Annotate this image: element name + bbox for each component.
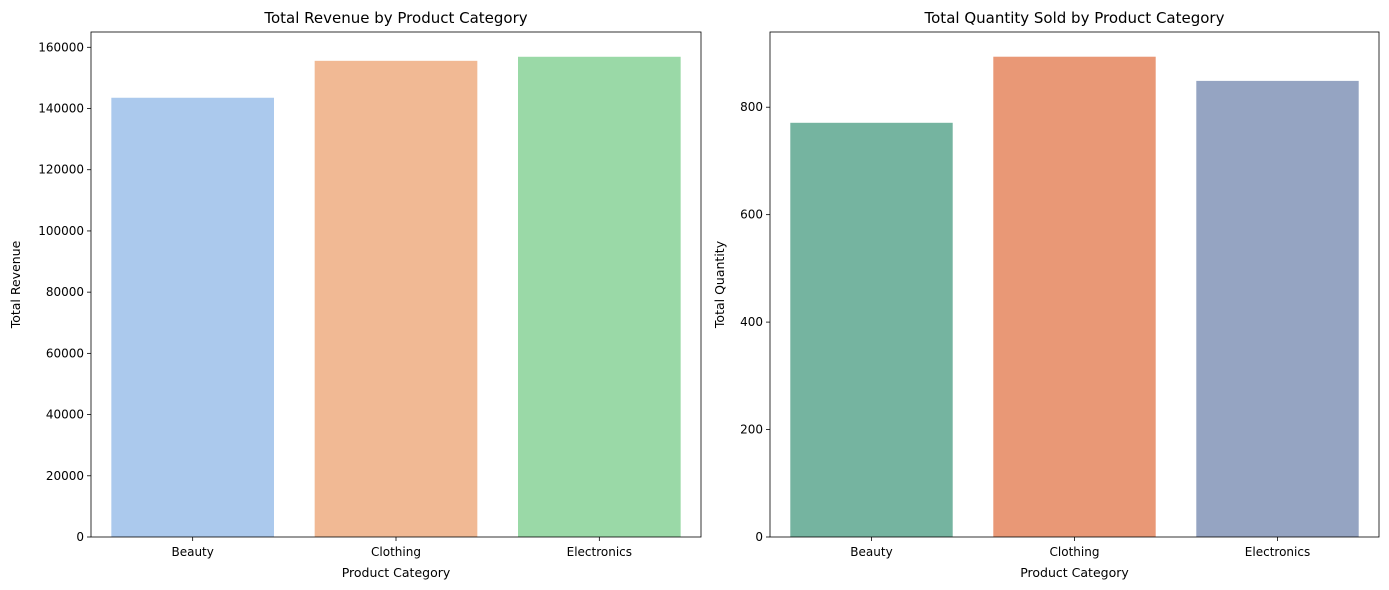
quantity-bar-electronics bbox=[1196, 80, 1359, 537]
revenue-chart-title: Total Revenue by Product Category bbox=[263, 9, 527, 27]
revenue-bar-clothing bbox=[314, 60, 478, 538]
quantity-x-tick-label-beauty: Beauty bbox=[850, 545, 892, 559]
revenue-y-tick-label: 120000 bbox=[38, 163, 84, 177]
revenue-y-tick-label: 60000 bbox=[46, 346, 84, 360]
revenue-chart: 0 20000 40000 60000 80000 100000 120000 140000 1… bbox=[8, 9, 702, 580]
quantity-bar-clothing bbox=[993, 56, 1156, 537]
quantity-y-tick-label: 800 bbox=[740, 100, 763, 114]
revenue-bar-electronics bbox=[518, 56, 681, 537]
quantity-y-tick-label: 400 bbox=[740, 315, 763, 329]
revenue-y-tick-label: 40000 bbox=[46, 408, 84, 422]
quantity-bar-beauty bbox=[790, 122, 953, 538]
revenue-y-tick-label: 0 bbox=[76, 530, 84, 544]
quantity-x-tick-label-clothing: Clothing bbox=[1050, 545, 1100, 559]
quantity-y-axis-label: Total Quantity bbox=[712, 240, 727, 329]
revenue-y-tick-label: 100000 bbox=[38, 224, 84, 238]
quantity-x-axis-label: Product Category bbox=[1020, 565, 1129, 580]
quantity-y-tick-label: 200 bbox=[740, 423, 763, 437]
revenue-y-tick-label: 80000 bbox=[46, 285, 84, 299]
revenue-x-axis-label: Product Category bbox=[342, 565, 451, 580]
revenue-y-tick-label: 140000 bbox=[38, 102, 84, 116]
revenue-x-tick-label-clothing: Clothing bbox=[371, 545, 421, 559]
revenue-x-tick-label-beauty: Beauty bbox=[171, 545, 213, 559]
revenue-y-tick-label: 20000 bbox=[46, 469, 84, 483]
quantity-y-tick-label: 0 bbox=[755, 530, 763, 544]
revenue-x-tick-label-electronics: Electronics bbox=[567, 545, 632, 559]
revenue-y-axis-label: Total Revenue bbox=[8, 240, 23, 329]
quantity-x-tick-label-electronics: Electronics bbox=[1245, 545, 1310, 559]
quantity-chart-title: Total Quantity Sold by Product Category bbox=[924, 9, 1225, 27]
revenue-bar-beauty bbox=[111, 97, 274, 538]
quantity-y-tick-label: 600 bbox=[740, 208, 763, 222]
quantity-chart: 0 200 400 600 800 Beauty Clothing Electronics To… bbox=[712, 9, 1380, 580]
revenue-y-tick-label: 160000 bbox=[38, 40, 84, 54]
